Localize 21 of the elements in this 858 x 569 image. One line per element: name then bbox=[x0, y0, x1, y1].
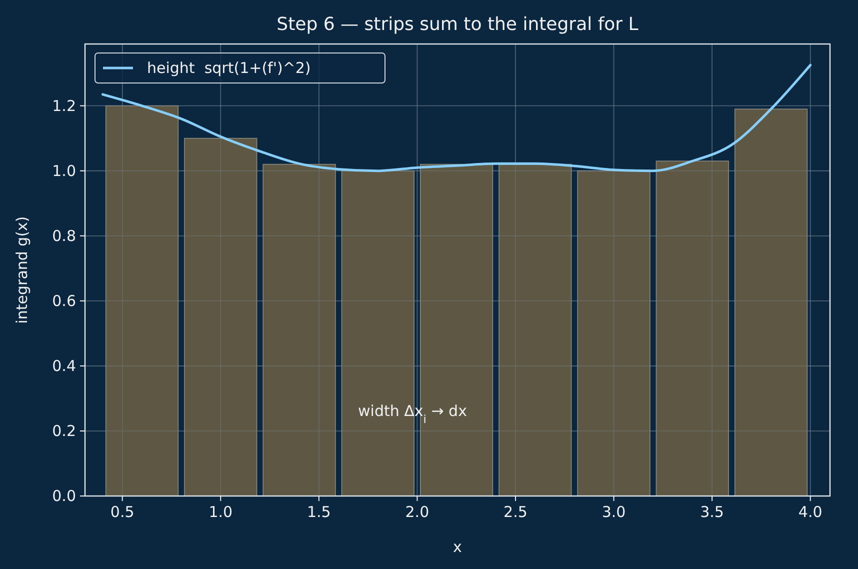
x-tick-label: 1.0 bbox=[208, 503, 233, 521]
y-axis-title: integrand g(x) bbox=[13, 216, 31, 324]
y-tick-label: 0.0 bbox=[52, 487, 76, 505]
x-axis-title: x bbox=[453, 538, 462, 556]
x-tick-label: 2.0 bbox=[405, 503, 430, 521]
y-tick-label: 0.4 bbox=[52, 356, 76, 375]
y-tick-label: 0.8 bbox=[52, 226, 76, 245]
annotation: width Δx$_{i}$ → dx bbox=[358, 402, 468, 426]
x-tick-label: 1.5 bbox=[306, 503, 331, 521]
x-tick-label: 0.5 bbox=[110, 503, 134, 521]
x-tick-label: 3.0 bbox=[602, 503, 626, 521]
x-tick-label: 4.0 bbox=[798, 503, 822, 521]
y-tick-label: 0.6 bbox=[52, 292, 76, 310]
y-tick-label: 0.2 bbox=[52, 422, 76, 440]
line-series bbox=[101, 64, 812, 172]
x-tick-label: 3.5 bbox=[700, 503, 724, 521]
x-tick-label: 2.5 bbox=[504, 503, 528, 521]
chart-title: Step 6 — strips sum to the integral for L bbox=[276, 14, 638, 35]
y-tick-label: 1.0 bbox=[52, 162, 76, 180]
legend-label: height sqrt(1+(f')^2) bbox=[147, 59, 311, 77]
y-tick-label: 1.2 bbox=[52, 96, 76, 115]
